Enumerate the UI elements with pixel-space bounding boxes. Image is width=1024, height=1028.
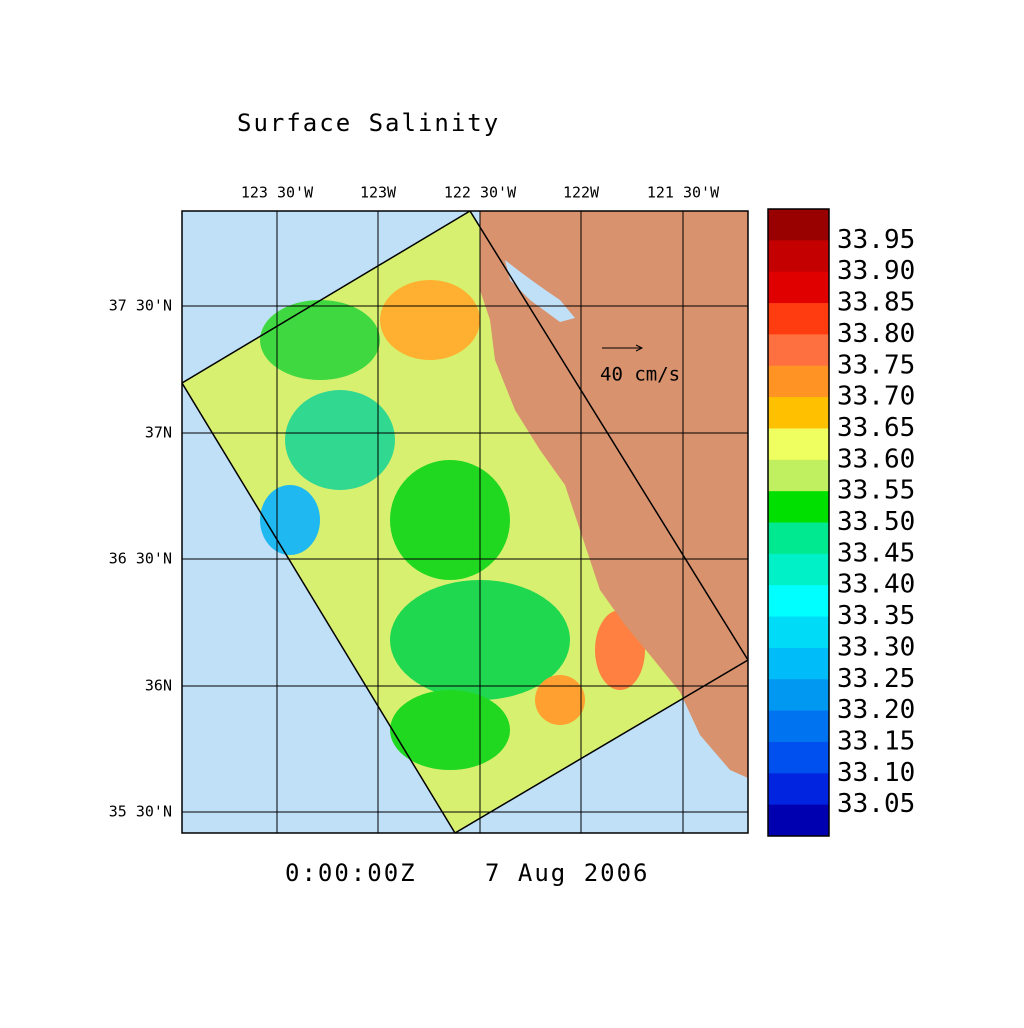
lat-label: 37N [145,424,172,442]
colorbar-label: 33.90 [837,256,915,286]
colorbar-label: 33.10 [837,758,915,788]
map-title: Surface Salinity [237,109,500,137]
vector-scale-label: 40 cm/s [600,364,680,386]
colorbar-swatch [768,428,829,461]
lon-label: 123W [360,184,397,202]
lat-label: 35 30'N [109,803,172,821]
colorbar-swatch [768,679,829,712]
colorbar-label: 33.85 [837,288,915,318]
graticule [181,210,749,834]
map-area [182,211,748,833]
colorbar-label: 33.75 [837,350,915,380]
colorbar-swatch [768,773,829,806]
colorbar-label: 33.30 [837,632,915,662]
lon-label: 121 30'W [647,184,720,202]
colorbar-swatch [768,741,829,774]
colorbar-swatch [768,491,829,523]
colorbar-label: 33.55 [837,476,915,506]
colorbar-swatch [768,271,829,304]
colorbar-label: 33.65 [837,413,915,443]
colorbar-label: 33.95 [837,225,915,255]
colorbar-label: 33.15 [837,726,915,756]
colorbar-label: 33.35 [837,601,915,631]
colorbar-swatch [768,804,829,837]
time-label: 0:00:00Z [285,859,417,887]
colorbar-label: 33.20 [837,695,915,725]
colorbar-label: 33.70 [837,382,915,412]
lat-label: 37 30'N [109,297,172,315]
colorbar-swatch [768,710,829,743]
lat-label: 36 30'N [109,550,172,568]
land [480,211,748,778]
colorbar-frame [767,208,830,837]
colorbar: 33.9533.9033.8533.8033.7533.7033.6533.60… [767,208,915,837]
colorbar-swatch [768,647,829,680]
vector-scale: 40 cm/s [600,344,680,386]
colorbar-swatch [768,303,829,335]
colorbar-swatch [768,209,829,241]
date-label: 7 Aug 2006 [485,859,650,887]
colorbar-label: 33.45 [837,538,915,568]
colorbar-label: 33.50 [837,507,915,537]
colorbar-label: 33.25 [837,664,915,694]
colorbar-swatch [768,553,829,586]
colorbar-swatch [768,459,829,492]
colorbar-swatch [768,397,829,429]
colorbar-swatch [768,240,829,273]
colorbar-label: 33.40 [837,570,915,600]
colorbar-label: 33.05 [837,789,915,819]
colorbar-swatch [768,365,829,398]
colorbar-label: 33.60 [837,444,915,474]
domain-outline [182,211,748,833]
lon-label: 122W [563,184,600,202]
lon-label: 123 30'W [241,184,314,202]
colorbar-swatch [768,616,829,649]
colorbar-swatch [768,522,829,555]
lon-label: 122 30'W [444,184,517,202]
lat-label: 36N [145,677,172,695]
colorbar-swatch [768,334,829,367]
colorbar-swatch [768,585,829,618]
colorbar-label: 33.80 [837,319,915,349]
